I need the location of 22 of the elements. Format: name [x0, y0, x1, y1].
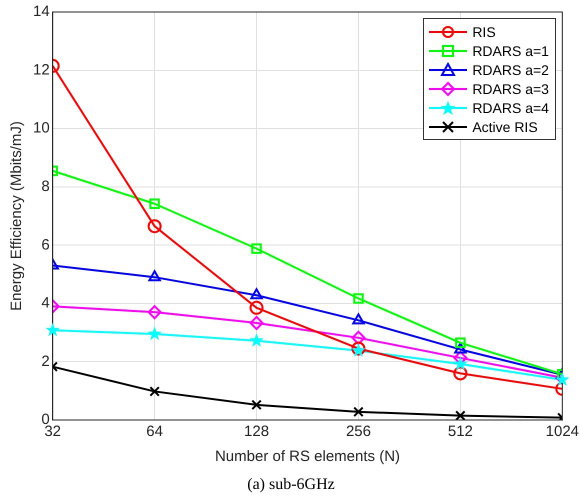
x-tick-label: 1024 [546, 423, 580, 440]
legend-label: RDARS a=4 [472, 100, 549, 116]
legend-label: RDARS a=3 [472, 80, 549, 96]
x-tick-label: 256 [346, 423, 371, 440]
y-tick-label: 10 [32, 120, 50, 137]
y-tick-label: 14 [32, 3, 50, 20]
text: (a) sub-6GHz [246, 476, 336, 494]
x-tick-label: 128 [244, 423, 270, 440]
x-tick-label: 64 [146, 423, 163, 440]
x-tick-label: 512 [448, 423, 473, 440]
y-tick-label: 4 [41, 294, 50, 312]
legend-label: RDARS a=1 [472, 42, 549, 58]
y-tick-label: 6 [41, 236, 50, 254]
legend-label: RIS [472, 24, 496, 40]
y-tick-label: 8 [41, 178, 50, 195]
legend-label: RDARS a=2 [472, 62, 549, 78]
y-axis-title: Energy Efficiency (Mbits/mJ) [8, 121, 26, 311]
y-tick-label: 12 [32, 61, 50, 78]
x-tick-label: 32 [44, 423, 62, 440]
legend-label: Active RIS [472, 118, 538, 134]
y-tick-label: 2 [41, 352, 50, 370]
x-axis-title: Number of RS elements (N) [214, 448, 400, 466]
